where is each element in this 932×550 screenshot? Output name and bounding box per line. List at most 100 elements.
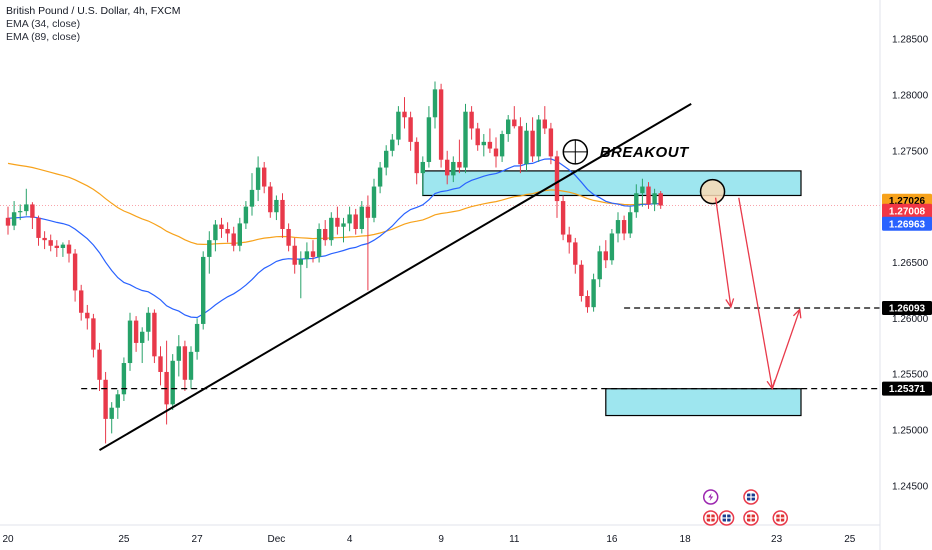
candle [457, 139, 462, 174]
candle-body [536, 119, 541, 157]
candle [280, 193, 285, 238]
candle-body [30, 204, 35, 218]
price-tag-value: 1.27008 [889, 206, 926, 217]
candle-body [524, 130, 529, 165]
candle [353, 208, 358, 235]
candle [530, 117, 535, 162]
event-uk [743, 489, 759, 505]
candle [377, 161, 383, 194]
candle [152, 309, 157, 364]
candle-body [170, 360, 175, 405]
candle [542, 106, 547, 135]
candle [390, 134, 395, 157]
candle [640, 178, 645, 207]
candle [499, 130, 505, 162]
candle [567, 226, 572, 254]
candle [274, 195, 279, 221]
candle-body [640, 186, 645, 194]
arrow-up [771, 309, 801, 389]
candle [262, 161, 267, 194]
candle-body [426, 117, 432, 162]
candle [347, 206, 352, 232]
candle-body [499, 134, 505, 157]
price-tag-bg [882, 300, 932, 315]
candle [48, 234, 53, 252]
event-uk-2 [718, 510, 735, 526]
candle [24, 188, 29, 216]
candle-body [658, 193, 663, 206]
candle-body [310, 251, 316, 257]
candle-body [207, 240, 212, 257]
candle [414, 137, 419, 185]
price-tag-bg [882, 216, 932, 231]
candle-body [152, 312, 157, 357]
candle-body [268, 186, 273, 213]
economic-events [702, 489, 789, 526]
candle-body [201, 256, 206, 324]
candle [475, 122, 480, 151]
candle-body [72, 253, 78, 291]
candle-body [91, 318, 96, 350]
candle [85, 304, 90, 330]
candle-body [140, 331, 145, 343]
candle [298, 251, 303, 299]
price-tick-label: 1.26000 [892, 314, 929, 325]
candle [628, 206, 633, 238]
chart-legend: British Pound / U.S. Dollar, 4h, FXCM EM… [6, 5, 180, 44]
candle-body [225, 228, 230, 234]
candle-body [18, 211, 23, 213]
candle-body [512, 119, 517, 127]
price-axis[interactable]: 1.28500 1.28000 1.27500 1.26500 1.26000 1.255… [879, 0, 929, 550]
candle-body [573, 242, 578, 265]
candle-body [481, 141, 486, 146]
candle-body [213, 224, 218, 241]
candle [316, 223, 322, 263]
candle [225, 222, 230, 243]
candle [54, 240, 59, 257]
candle-body [652, 193, 657, 205]
candle [341, 217, 346, 243]
candle-body [158, 356, 163, 372]
time-tick-label: 11 [509, 534, 520, 545]
candle [103, 371, 108, 444]
candle-body [103, 379, 108, 419]
candle-body [85, 312, 90, 319]
candle-body [634, 193, 639, 213]
time-tick-label: 23 [771, 534, 783, 545]
candle-body [335, 217, 340, 227]
candle-body [646, 186, 651, 205]
candle-body [219, 224, 224, 229]
candle-body [286, 228, 291, 246]
price-tick-label: 1.25000 [892, 426, 929, 437]
candle-body [36, 217, 41, 238]
event-us-3 [772, 510, 789, 526]
candle [548, 122, 554, 165]
time-tick-label: 27 [192, 534, 204, 545]
price-tick-label: 1.28500 [892, 35, 929, 46]
candle [133, 316, 139, 352]
candle-body [438, 89, 444, 160]
time-axis[interactable]: 20 25 27 Dec 4 9 11 16 18 23 25 [0, 524, 880, 545]
candle-body [341, 223, 346, 227]
candle [79, 284, 84, 321]
candle [158, 346, 163, 386]
candle [237, 217, 242, 252]
candle-body [451, 161, 456, 176]
candle [371, 178, 377, 223]
candle [66, 240, 72, 263]
trendline [98, 103, 692, 452]
candle [591, 273, 596, 312]
candle-body [615, 220, 621, 234]
candle-body [609, 233, 615, 261]
candle-body [304, 251, 310, 260]
candle [182, 340, 188, 391]
candle-body [48, 240, 53, 246]
candle-body [420, 161, 425, 174]
time-tick-label: 16 [606, 534, 618, 545]
candle-body [396, 111, 401, 140]
candle [286, 223, 291, 252]
candle [323, 220, 328, 246]
bolt-glyph [708, 493, 714, 501]
candle-body [323, 228, 328, 241]
